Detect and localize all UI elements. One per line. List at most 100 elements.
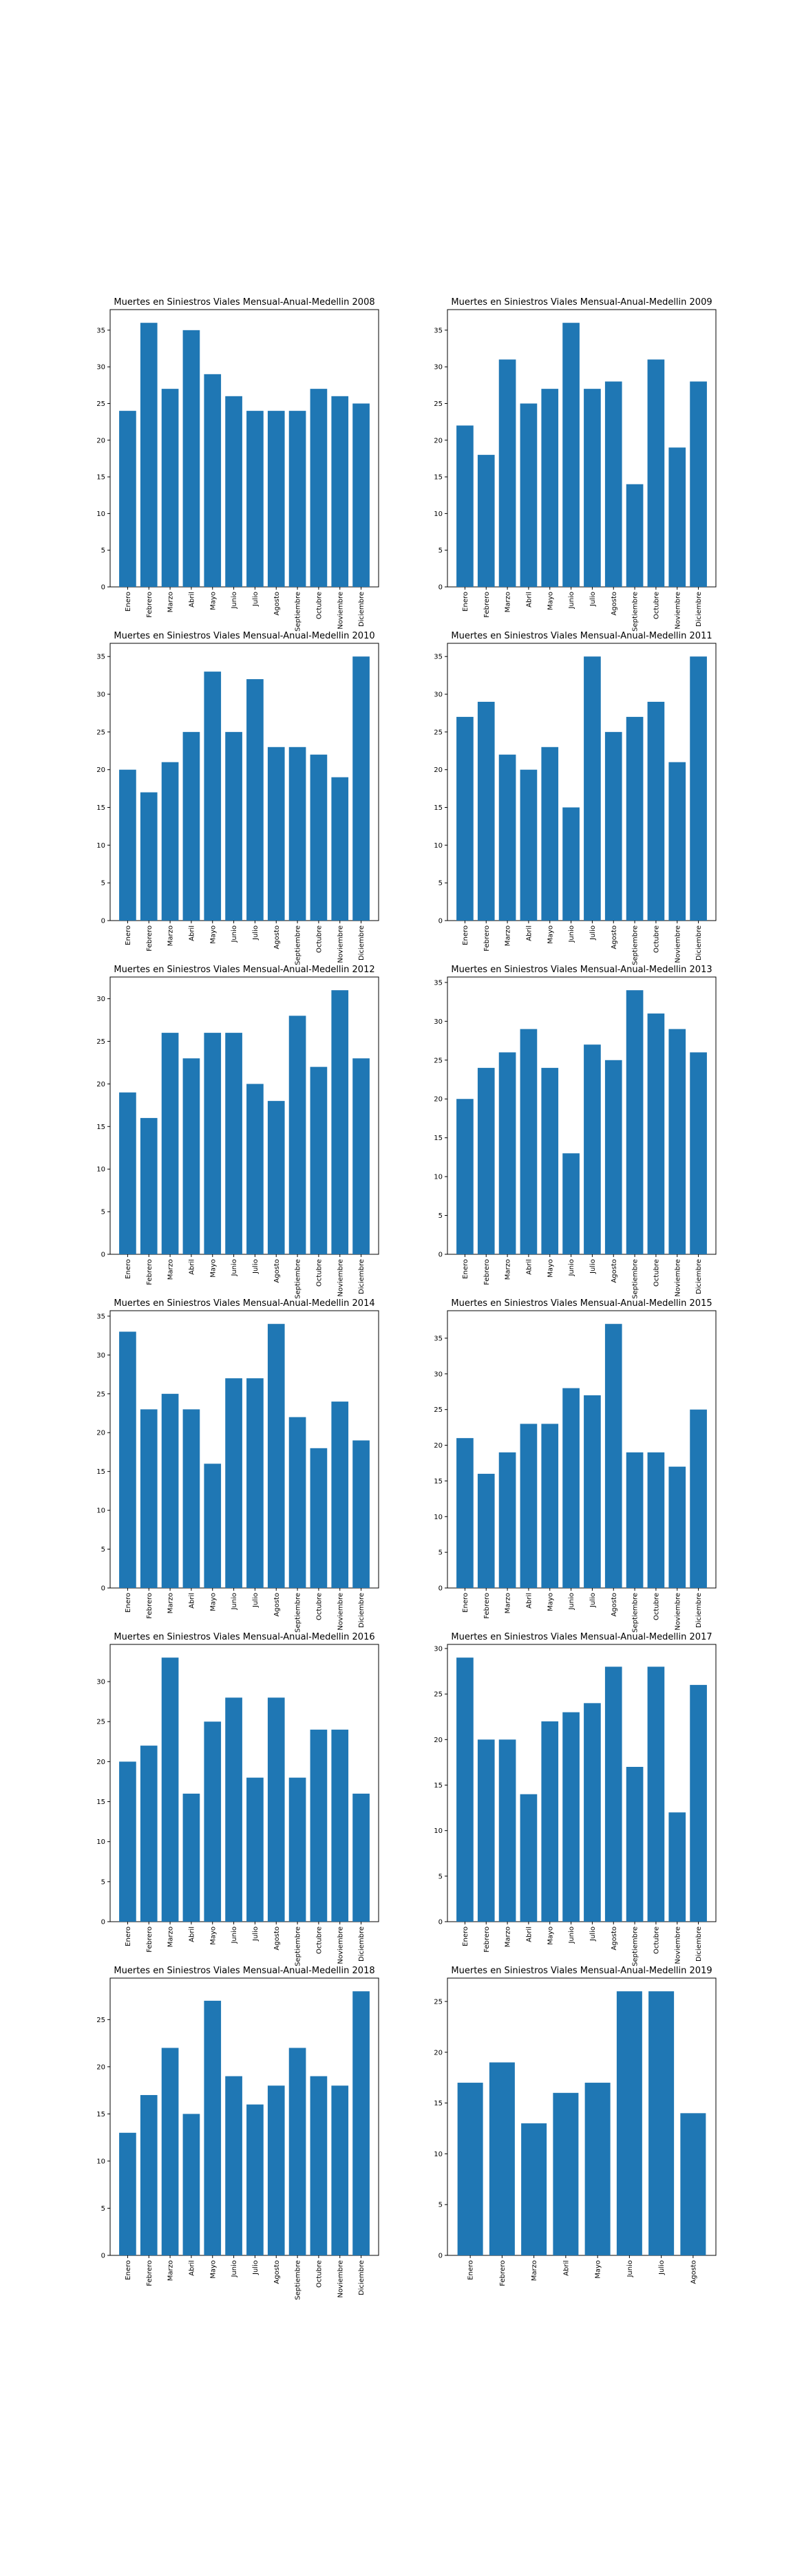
y-tick-label: 30 (96, 691, 105, 699)
y-tick-label: 30 (434, 1645, 443, 1653)
y-tick-label: 25 (96, 1391, 105, 1398)
bar-mayo (541, 747, 559, 921)
x-tick-label: Enero (125, 592, 132, 612)
bar-enero (119, 1761, 136, 1922)
y-tick-label: 0 (101, 918, 105, 925)
bar-mayo (204, 672, 222, 921)
bar-abril (182, 731, 200, 921)
x-tick-label: Abril (188, 1926, 195, 1942)
y-tick-label: 15 (96, 1468, 105, 1476)
bar-enero (119, 2132, 136, 2255)
bar-febrero (477, 1068, 495, 1254)
axes-frame (109, 643, 379, 921)
y-tick-label: 10 (434, 1514, 443, 1521)
bar-diciembre (690, 1052, 707, 1254)
bar-febrero (140, 792, 158, 921)
x-tick-label: Abril (188, 1593, 195, 1609)
bar-junio (225, 1697, 242, 1922)
x-tick-label: Febrero (499, 2260, 507, 2286)
chart-title: Muertes en Siniestros Viales Mensual-Anu… (451, 1632, 712, 1642)
y-tick-label: 10 (434, 511, 443, 518)
bar-octubre (310, 389, 328, 587)
bar-julio (246, 679, 264, 921)
bar-enero (119, 769, 136, 921)
bar-febrero (489, 2062, 515, 2255)
x-tick-label: Noviembre (674, 592, 681, 630)
bar-enero (456, 1657, 474, 1922)
x-tick-label: Enero (125, 1926, 132, 1946)
axes-frame (447, 1644, 717, 1922)
bar-noviembre (331, 990, 349, 1254)
bar-julio (584, 656, 601, 921)
chart-title: Muertes en Siniestros Viales Mensual-Anu… (114, 1966, 374, 1976)
x-tick-label: Noviembre (674, 925, 681, 963)
x-tick-label: Junio (568, 925, 575, 943)
x-tick-label: Octubre (315, 1926, 323, 1954)
y-tick-label: 15 (434, 1782, 443, 1790)
x-tick-label: Julio (589, 1926, 597, 1942)
x-tick-label: Julio (658, 2260, 666, 2275)
x-tick-label: Marzo (167, 925, 175, 946)
bar-diciembre (690, 656, 707, 921)
y-tick-label: 15 (434, 2100, 443, 2107)
bar-febrero (140, 1746, 158, 1922)
bar-agosto (604, 381, 622, 587)
x-tick-label: Febrero (483, 1593, 491, 1619)
bar-noviembre (668, 1812, 686, 1922)
y-tick-label: 35 (434, 1335, 443, 1342)
y-tick-label: 15 (434, 474, 443, 482)
x-tick-label: Marzo (531, 2260, 538, 2281)
y-tick-label: 10 (434, 842, 443, 850)
bar-marzo (161, 2048, 179, 2255)
subplot: Muertes en Siniestros Viales Mensual-Anu… (96, 1966, 379, 2300)
axes-frame (109, 1644, 379, 1922)
bar-febrero (477, 1739, 495, 1922)
x-tick-label: Mayo (547, 925, 554, 944)
x-tick-label: Julio (252, 1259, 260, 1274)
y-tick-label: 35 (434, 327, 443, 334)
y-tick-label: 5 (101, 1209, 105, 1216)
y-tick-label: 0 (438, 1252, 443, 1259)
bar-octubre (647, 701, 665, 921)
x-tick-label: Septiembre (632, 1259, 639, 1299)
x-tick-label: Febrero (146, 2260, 154, 2286)
bar-enero (119, 411, 136, 587)
x-tick-label: Marzo (167, 1926, 175, 1947)
bar-agosto (604, 1666, 622, 1922)
y-tick-label: 15 (434, 1478, 443, 1485)
bar-agosto (604, 731, 622, 921)
x-tick-label: Julio (589, 1259, 597, 1274)
bar-julio (584, 1395, 601, 1588)
bar-marzo (161, 389, 179, 587)
y-tick-label: 5 (438, 1549, 443, 1557)
subplot: Muertes en Siniestros Viales Mensual-Anu… (96, 631, 379, 965)
x-tick-label: Febrero (483, 1926, 491, 1953)
bar-mayo (204, 374, 222, 587)
bar-febrero (477, 701, 495, 921)
x-tick-label: Noviembre (337, 1259, 344, 1297)
bar-febrero (140, 2094, 158, 2255)
bar-marzo (521, 2123, 547, 2255)
bar-febrero (477, 455, 495, 587)
x-tick-label: Marzo (167, 2260, 175, 2281)
bar-abril (182, 1409, 200, 1588)
y-tick-label: 30 (434, 691, 443, 699)
y-tick-label: 25 (96, 729, 105, 736)
x-tick-label: Agosto (611, 592, 618, 616)
x-tick-label: Octubre (315, 2260, 323, 2288)
x-tick-label: Noviembre (674, 1259, 681, 1297)
x-tick-label: Enero (125, 1259, 132, 1279)
y-tick-label: 15 (96, 474, 105, 482)
bar-septiembre (626, 716, 644, 921)
bar-septiembre (626, 1452, 644, 1588)
y-tick-label: 30 (434, 364, 443, 372)
bar-septiembre (288, 411, 306, 587)
x-tick-label: Diciembre (358, 1259, 366, 1294)
x-tick-label: Julio (589, 1593, 597, 1608)
chart-title: Muertes en Siniestros Viales Mensual-Anu… (451, 297, 712, 308)
x-tick-label: Diciembre (358, 592, 366, 627)
bar-marzo (498, 1739, 516, 1922)
y-tick-label: 30 (96, 996, 105, 1003)
bar-junio (225, 1033, 242, 1254)
x-tick-label: Mayo (595, 2260, 602, 2279)
